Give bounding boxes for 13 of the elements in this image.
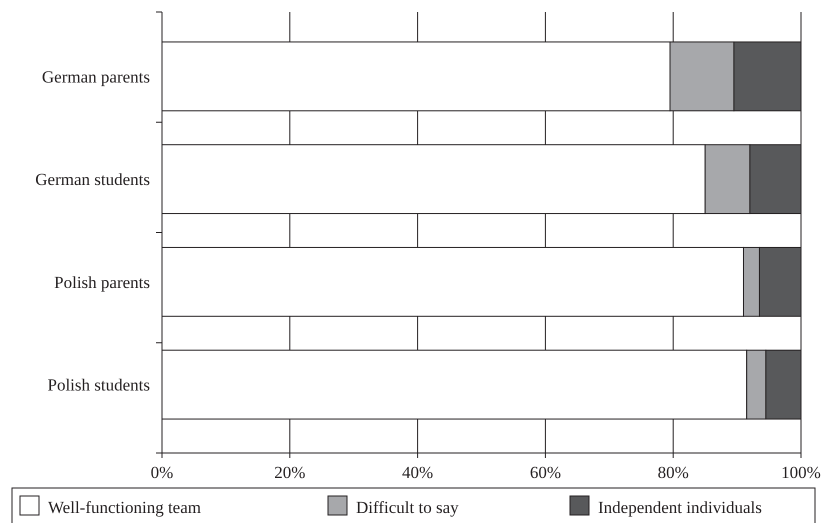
legend-label: Difficult to say: [356, 498, 460, 517]
y-tick-label: Polish students: [48, 376, 150, 395]
legend-label: Well-functioning team: [48, 498, 201, 517]
legend-label: Independent individuals: [598, 498, 762, 517]
x-tick-label: 100%: [781, 463, 821, 482]
x-tick-label: 40%: [402, 463, 434, 482]
x-tick-label: 80%: [658, 463, 689, 482]
x-tick-label: 0%: [150, 463, 174, 482]
x-tick-label: 20%: [274, 463, 306, 482]
y-tick-label: German parents: [42, 67, 150, 86]
y-tick-label: German students: [35, 170, 150, 190]
x-tick-label: 60%: [530, 463, 561, 482]
y-tick-label: Polish parents: [54, 272, 150, 292]
